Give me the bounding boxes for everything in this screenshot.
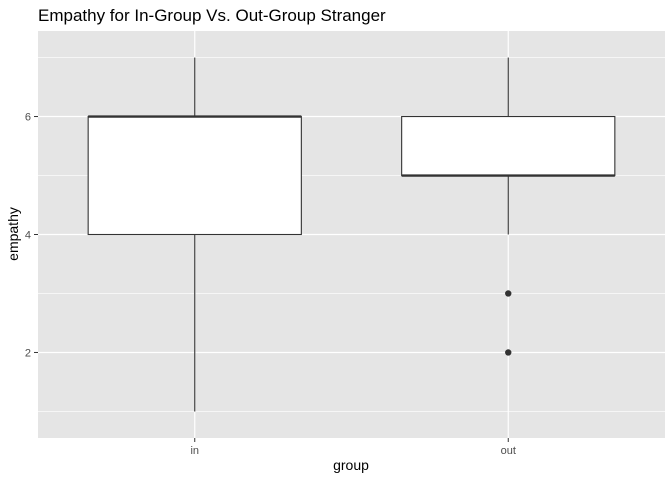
outlier-point bbox=[505, 290, 512, 297]
x-axis-ticks: in out bbox=[190, 438, 516, 457]
box-in bbox=[87, 57, 302, 412]
x-tick-label: in bbox=[190, 445, 199, 457]
x-tick-label: out bbox=[501, 445, 516, 457]
outlier-point bbox=[505, 349, 512, 356]
box-iqr bbox=[87, 115, 302, 236]
y-tick-label: 4 bbox=[25, 230, 31, 242]
chart-title: Empathy for In-Group Vs. Out-Group Stran… bbox=[38, 6, 386, 25]
y-tick-label: 6 bbox=[25, 112, 31, 124]
y-axis-ticks: 2 4 6 bbox=[25, 112, 38, 359]
box-out bbox=[401, 57, 616, 356]
y-axis-title: empathy bbox=[5, 207, 21, 261]
y-tick-label: 2 bbox=[25, 347, 31, 359]
box-iqr bbox=[401, 115, 616, 177]
boxes bbox=[87, 57, 616, 412]
x-axis-title: group bbox=[333, 457, 369, 473]
